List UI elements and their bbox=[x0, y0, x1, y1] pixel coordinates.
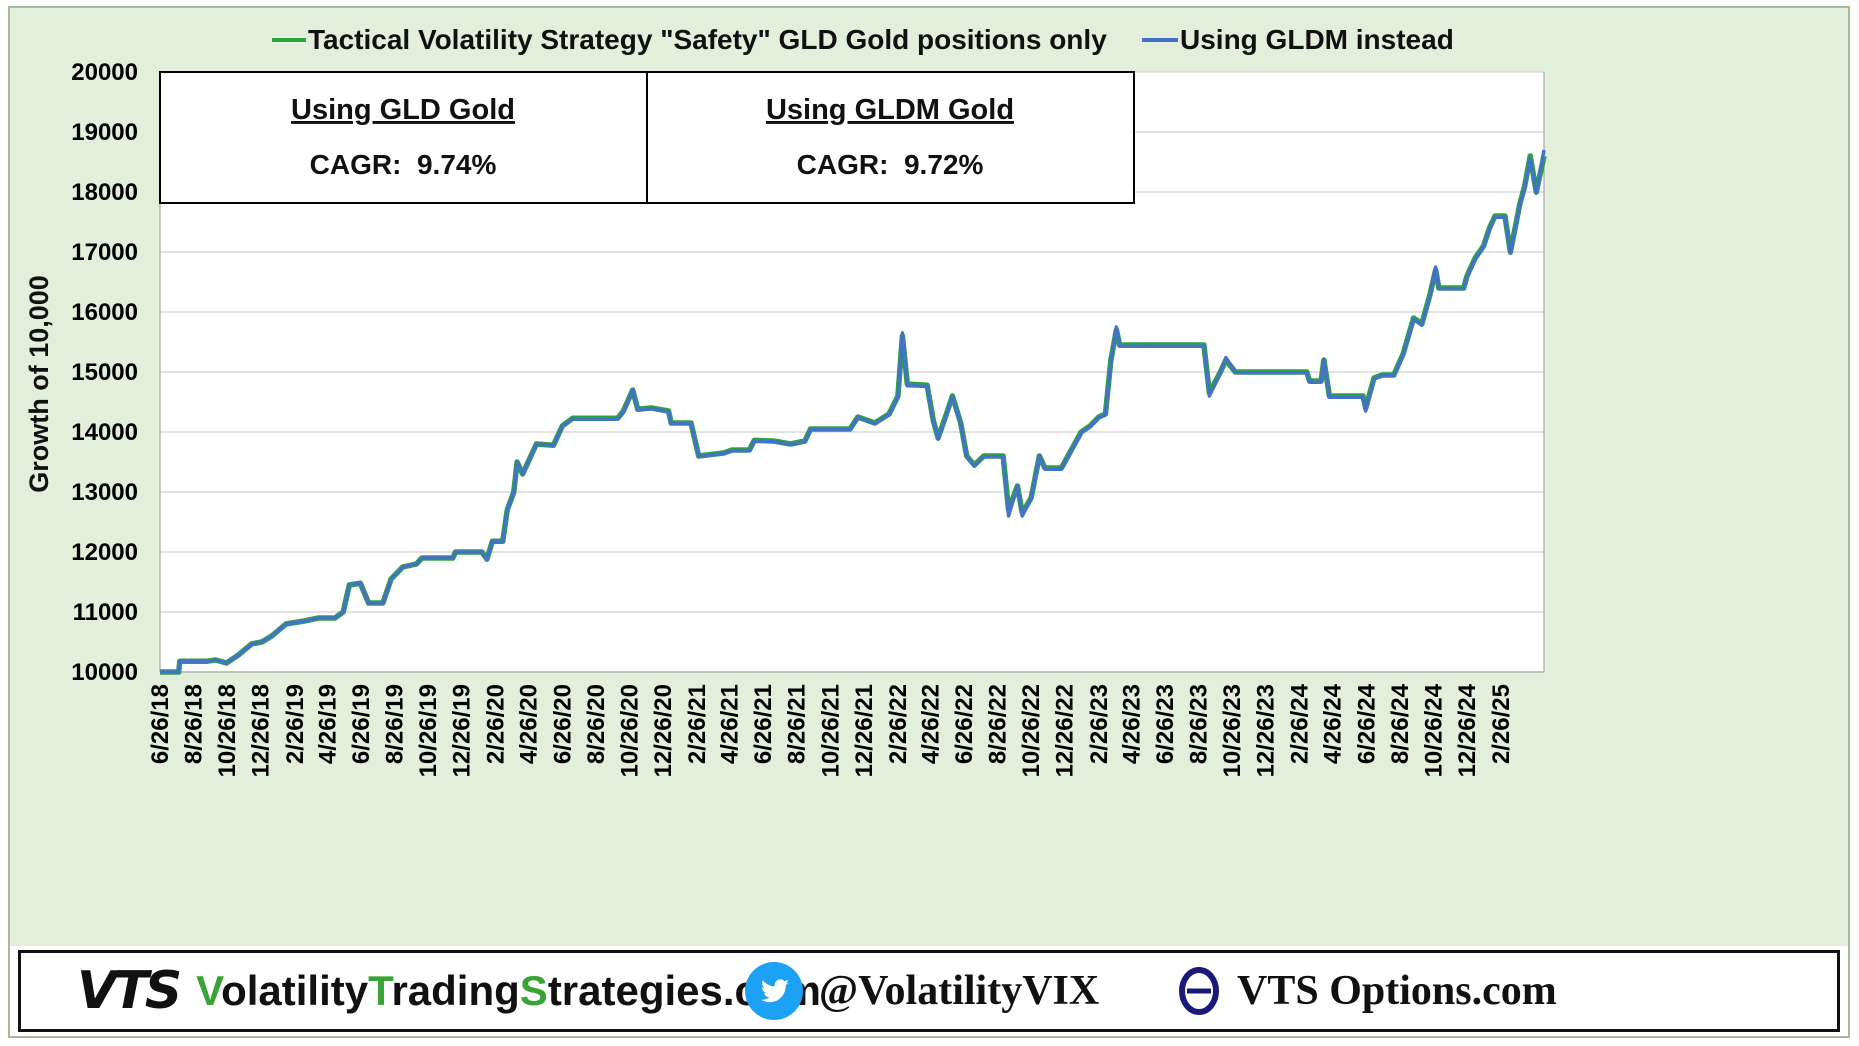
y-axis-label: Growth of 10,000 bbox=[24, 275, 54, 493]
y-tick-label: 16000 bbox=[71, 299, 138, 326]
x-tick-label: 12/26/22 bbox=[1052, 684, 1079, 777]
x-tick-label: 8/26/23 bbox=[1185, 684, 1212, 764]
chart-svg: Tactical Volatility Strategy "Safety" GL… bbox=[24, 24, 1547, 777]
x-tick-label: 4/26/20 bbox=[516, 684, 543, 764]
x-tick-label: 10/26/21 bbox=[817, 684, 844, 777]
site-url-part: V bbox=[196, 967, 222, 1014]
site-url: VolatilityTradingStrategies.com bbox=[196, 967, 821, 1015]
footer-banner: VTS VolatilityTradingStrategies.com @Vol… bbox=[18, 950, 1840, 1032]
x-tick-label: 4/26/22 bbox=[917, 684, 944, 764]
site-url-part: T bbox=[368, 967, 392, 1014]
x-tick-label: 10/26/22 bbox=[1018, 684, 1045, 777]
y-tick-label: 10000 bbox=[71, 659, 138, 686]
cagr-boxes: Using GLD Gold CAGR: 9.74% Using GLDM Go… bbox=[159, 71, 1135, 204]
x-tick-label: 8/26/21 bbox=[784, 684, 811, 764]
y-tick-label: 19000 bbox=[71, 119, 138, 146]
cagr-box-gldm-value: CAGR: 9.72% bbox=[797, 149, 984, 180]
x-tick-label: 12/26/23 bbox=[1253, 684, 1280, 777]
x-tick-label: 10/26/24 bbox=[1420, 683, 1447, 777]
y-tick-label: 15000 bbox=[71, 359, 138, 386]
legend-label-series2: Using GLDM instead bbox=[1180, 24, 1454, 55]
x-tick-label: 4/26/24 bbox=[1320, 683, 1347, 764]
x-tick-label: 10/26/20 bbox=[616, 684, 643, 777]
x-tick-label: 12/26/20 bbox=[650, 684, 677, 777]
cagr-box-gld bbox=[159, 71, 648, 204]
x-tick-label: 12/26/18 bbox=[248, 684, 275, 777]
chart-panel: Tactical Volatility Strategy "Safety" GL… bbox=[10, 8, 1848, 946]
y-tick-label: 17000 bbox=[71, 239, 138, 266]
x-tick-label: 12/26/19 bbox=[449, 684, 476, 777]
x-tick-label: 6/26/20 bbox=[549, 684, 576, 764]
x-tick-label: 4/26/21 bbox=[717, 684, 744, 764]
legend-label-series1: Tactical Volatility Strategy "Safety" GL… bbox=[308, 24, 1107, 55]
cagr-box-gldm-title: Using GLDM Gold bbox=[766, 94, 1014, 126]
x-tick-label: 4/26/19 bbox=[314, 684, 341, 764]
y-tick-label: 13000 bbox=[71, 479, 138, 506]
x-tick-label: 8/26/22 bbox=[985, 684, 1012, 764]
outer-frame bbox=[8, 6, 1850, 1038]
y-tick-label: 20000 bbox=[71, 59, 138, 86]
site-url-part: rading bbox=[391, 967, 520, 1014]
x-tick-label: 6/26/19 bbox=[348, 684, 375, 764]
x-tick-label: 6/26/22 bbox=[951, 684, 978, 764]
x-tick-label: 12/26/24 bbox=[1454, 683, 1481, 777]
x-tick-label: 6/26/23 bbox=[1152, 684, 1179, 764]
footer-twitter[interactable]: @VolatilityVIX bbox=[745, 953, 1099, 1029]
y-tick-labels: 10000 11000 12000 13000 14000 15000 16000 17000… bbox=[71, 59, 138, 686]
y-tick-label: 11000 bbox=[73, 599, 138, 626]
x-tick-label: 10/26/23 bbox=[1219, 684, 1246, 777]
legend: Tactical Volatility Strategy "Safety" GL… bbox=[272, 24, 1454, 55]
footer-options[interactable]: VTS Options.com bbox=[1177, 953, 1557, 1029]
cagr-box-gldm bbox=[646, 71, 1135, 204]
series-line-2 bbox=[160, 149, 1546, 674]
x-tick-label: 2/26/24 bbox=[1287, 683, 1314, 764]
vts-options-text: VTS Options.com bbox=[1237, 968, 1557, 1014]
x-tick-label: 6/26/18 bbox=[147, 684, 174, 764]
footer-site[interactable]: VTS VolatilityTradingStrategies.com bbox=[77, 953, 821, 1029]
site-url-part: S bbox=[519, 967, 548, 1014]
x-tick-label: 6/26/21 bbox=[750, 684, 777, 764]
x-tick-labels: 6/26/18 8/26/18 10/26/18 12/26/18 2/26/19 4/2… bbox=[147, 683, 1515, 777]
x-tick-label: 8/26/20 bbox=[583, 684, 610, 764]
vts-options-icon bbox=[1179, 967, 1219, 1015]
x-tick-label: 2/26/22 bbox=[885, 684, 912, 764]
x-tick-label: 2/26/20 bbox=[483, 684, 510, 764]
x-tick-label: 2/26/23 bbox=[1086, 684, 1113, 764]
twitter-icon bbox=[745, 962, 803, 1020]
x-tick-label: 10/26/19 bbox=[415, 684, 442, 777]
x-tick-label: 2/26/19 bbox=[282, 684, 309, 764]
x-tick-label: 8/26/19 bbox=[381, 684, 408, 764]
y-tick-label: 14000 bbox=[71, 419, 138, 446]
x-tick-label: 4/26/23 bbox=[1118, 684, 1145, 764]
y-tick-label: 12000 bbox=[71, 539, 138, 566]
x-tick-label: 6/26/24 bbox=[1353, 683, 1380, 764]
x-tick-label: 10/26/18 bbox=[214, 684, 241, 777]
twitter-handle: @VolatilityVIX bbox=[819, 968, 1100, 1014]
vts-logo: VTS bbox=[77, 961, 182, 1021]
y-tick-label: 18000 bbox=[71, 179, 138, 206]
x-tick-label: 8/26/18 bbox=[181, 684, 208, 764]
cagr-box-gld-value: CAGR: 9.74% bbox=[310, 149, 497, 180]
cagr-box-gld-title: Using GLD Gold bbox=[291, 94, 515, 126]
series-lines bbox=[160, 149, 1547, 675]
x-tick-label: 2/26/21 bbox=[684, 684, 711, 764]
site-url-part: olatility bbox=[221, 967, 369, 1014]
x-tick-label: 8/26/24 bbox=[1387, 683, 1414, 764]
x-tick-label: 12/26/21 bbox=[851, 684, 878, 777]
x-tick-label: 2/26/25 bbox=[1488, 684, 1515, 764]
